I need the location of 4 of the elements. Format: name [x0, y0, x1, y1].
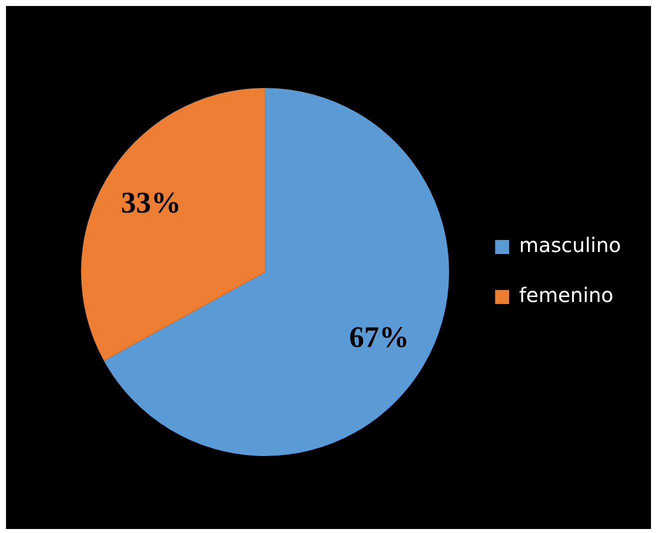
data-label: 33%	[121, 186, 182, 220]
legend-label: masculino	[519, 233, 622, 258]
legend-label: femenino	[519, 283, 614, 308]
data-label: 67%	[349, 321, 410, 354]
